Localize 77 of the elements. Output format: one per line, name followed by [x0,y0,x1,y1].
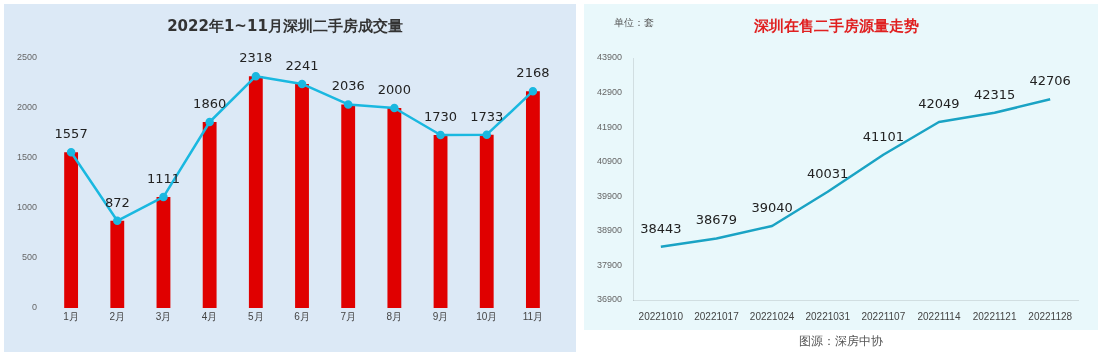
y-tick-label: 2500 [16,52,38,63]
data-label: 1730 [424,108,458,124]
x-tick-label: 20221031 [805,310,851,322]
data-label: 1557 [54,126,88,142]
point [113,216,122,226]
y-tick-label: 0 [32,302,38,313]
x-tick-label: 20221010 [638,310,684,322]
data-label: 41101 [862,128,904,144]
x-tick-label: 9月 [432,310,449,322]
x-tick-label: 5月 [248,310,264,322]
y-tick-label: 500 [21,252,38,263]
y-tick-label: 39900 [597,190,623,201]
x-tick-label: 20221024 [749,310,795,322]
data-label: 42315 [973,86,1016,102]
bar [110,220,125,308]
y-tick-label: 36900 [597,294,623,305]
x-tick-label: 20221121 [972,310,1017,322]
y-axis-title: 单位：套 [614,16,654,30]
y-tick-label: 1500 [16,152,38,163]
chart-title: 深圳在售二手房源量走势 [752,16,919,35]
bar [202,122,217,308]
data-label: 42049 [918,95,960,111]
y-tick-label: 42900 [597,87,623,98]
x-tick-label: 10月 [476,310,498,322]
point [66,148,76,157]
y-tick-label: 1000 [16,202,38,213]
point [205,117,214,127]
data-label: 38679 [695,212,738,228]
point [251,71,261,81]
point [390,103,399,113]
x-tick-label: 20221114 [917,310,961,322]
bar [156,196,171,308]
y-tick-label: 41900 [597,121,623,132]
x-tick-label: 3月 [155,310,172,322]
x-tick-label: 4月 [201,310,218,322]
data-label: 2318 [239,50,273,66]
bar [248,76,263,308]
data-label: 40031 [807,165,849,181]
x-tick-label: 20221128 [1028,310,1073,322]
point [343,100,353,109]
bar [433,135,448,308]
x-tick-label: 11月 [522,310,544,322]
x-tick-label: 20221107 [861,310,906,322]
bar [525,91,540,308]
bar [341,104,356,308]
x-tick-label: 2月 [109,310,126,322]
data-label: 1733 [470,108,504,124]
data-label: 39040 [751,199,793,215]
x-tick-label: 6月 [294,310,310,322]
data-label: 2168 [516,65,550,81]
y-tick-label: 43900 [597,52,623,63]
x-tick-label: 7月 [340,310,356,322]
bar [387,108,402,308]
point [159,192,168,202]
x-tick-label: 8月 [386,310,403,322]
x-tick-label: 20221017 [694,310,740,322]
point [482,130,491,139]
data-label: 2000 [377,81,411,97]
point [297,79,307,89]
data-label: 872 [104,194,130,210]
y-tick-label: 2000 [16,102,38,113]
point [528,86,538,96]
x-tick-label: 1月 [63,310,79,322]
data-label: 38443 [640,220,682,236]
bar [479,134,494,308]
y-tick-label: 38900 [597,225,623,236]
data-label: 2241 [285,57,319,73]
y-tick-label: 40900 [597,156,623,167]
chart-title: 2022年1~11月深圳二手房成交量 [167,16,403,35]
data-label: 42706 [1029,73,1071,89]
y-tick-label: 37900 [597,259,623,270]
bar [64,152,79,308]
point [436,130,445,140]
text: 图源：深房中协 [799,334,883,348]
bar [295,83,309,308]
data-label: 2036 [331,78,365,94]
data-label: 1860 [193,95,227,111]
